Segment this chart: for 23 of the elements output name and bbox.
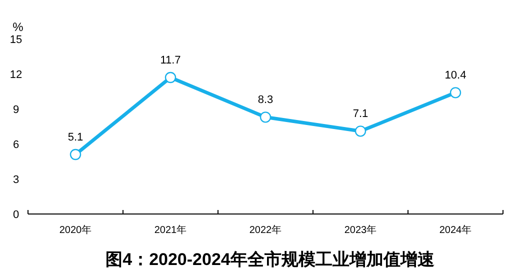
data-label: 11.7 [160, 54, 181, 66]
data-label: 5.1 [68, 132, 84, 144]
x-tick-label: 2022年 [249, 224, 282, 236]
text: 图4：2020-2024年全市规模工业增加值增速 [106, 250, 434, 269]
y-tick-label: 12 [10, 69, 22, 81]
y-tick-label: 15 [10, 34, 22, 46]
point [354, 126, 366, 137]
y-axis-title: % [12, 20, 24, 34]
point [260, 112, 272, 123]
x-tick-label: 2024年 [439, 224, 472, 236]
y-tick-label: 9 [12, 104, 20, 116]
x-tick-label: 2020年 [59, 224, 92, 236]
point [450, 87, 462, 98]
y-tick-label: 6 [12, 139, 20, 151]
y-tick-label: 3 [12, 174, 20, 186]
data-label: 7.1 [352, 108, 368, 120]
x-tick-label: 2023年 [344, 224, 377, 236]
x-tick-label: 2021年 [154, 224, 187, 236]
y-tick-label: 0 [12, 209, 20, 221]
point [70, 148, 82, 160]
point [164, 72, 176, 84]
data-label: 10.4 [444, 70, 466, 82]
data-label: 8.3 [258, 94, 274, 106]
